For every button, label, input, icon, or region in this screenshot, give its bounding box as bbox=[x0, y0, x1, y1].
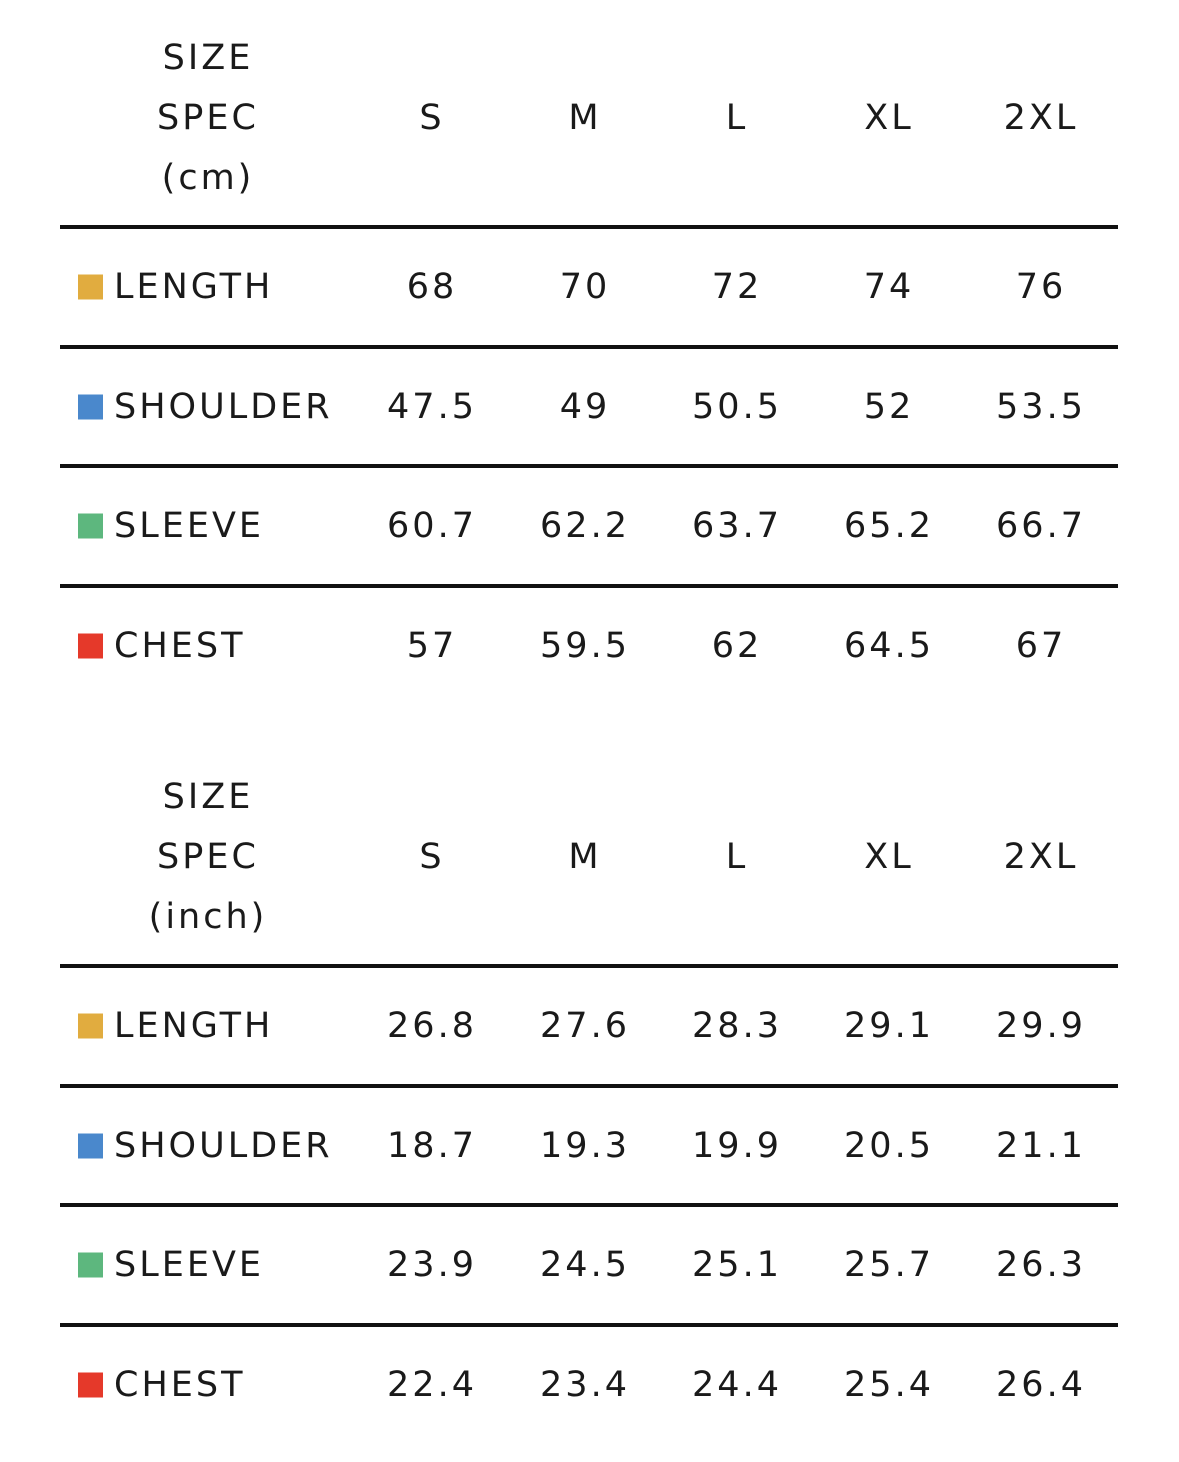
column-header: M bbox=[568, 98, 602, 138]
column-header: S bbox=[419, 837, 445, 877]
header-label: SPEC bbox=[157, 98, 259, 138]
color-swatch bbox=[78, 394, 103, 419]
header-label: SIZE bbox=[162, 777, 254, 817]
row-label: LENGTH bbox=[114, 1006, 274, 1046]
cell-value: 59.5 bbox=[540, 625, 630, 666]
row-label: SLEEVE bbox=[114, 506, 265, 546]
cell-value: 26.8 bbox=[387, 1006, 477, 1046]
cell-value: 72 bbox=[711, 267, 763, 307]
column-header: L bbox=[725, 98, 749, 138]
row-label: SHOULDER bbox=[114, 1125, 333, 1166]
cell-value: 52 bbox=[863, 386, 915, 427]
row-label: LENGTH bbox=[114, 267, 274, 307]
cell-value: 76 bbox=[1015, 267, 1067, 307]
row-divider bbox=[60, 964, 1118, 968]
cell-value: 65.2 bbox=[844, 506, 934, 546]
color-swatch bbox=[78, 633, 103, 658]
cell-value: 24.4 bbox=[692, 1364, 782, 1405]
cell-value: 29.9 bbox=[996, 1006, 1086, 1046]
cell-value: 23.4 bbox=[540, 1364, 630, 1405]
row-label: SHOULDER bbox=[114, 386, 333, 427]
column-header: XL bbox=[864, 837, 914, 877]
color-swatch bbox=[78, 513, 103, 539]
row-divider bbox=[60, 344, 1118, 349]
cell-value: 27.6 bbox=[540, 1006, 630, 1046]
cell-value: 70 bbox=[559, 267, 611, 307]
cell-value: 26.3 bbox=[996, 1245, 1086, 1285]
cell-value: 53.5 bbox=[996, 386, 1086, 427]
cell-value: 22.4 bbox=[387, 1364, 477, 1405]
row-label: CHEST bbox=[114, 1364, 246, 1405]
column-header: XL bbox=[864, 98, 914, 138]
header-label: SPEC bbox=[157, 837, 259, 877]
header-label: (inch) bbox=[148, 897, 268, 937]
cell-value: 29.1 bbox=[844, 1006, 934, 1046]
cell-value: 21.1 bbox=[996, 1125, 1086, 1166]
color-swatch bbox=[78, 1013, 103, 1039]
cell-value: 60.7 bbox=[387, 506, 477, 546]
cell-value: 66.7 bbox=[996, 506, 1086, 546]
color-swatch bbox=[78, 1252, 103, 1278]
row-divider bbox=[60, 583, 1118, 588]
cell-value: 63.7 bbox=[692, 506, 782, 546]
cell-value: 18.7 bbox=[387, 1125, 477, 1166]
header-label: SIZE bbox=[162, 38, 254, 78]
row-divider bbox=[60, 1083, 1118, 1088]
color-swatch bbox=[78, 274, 103, 300]
row-label: SLEEVE bbox=[114, 1245, 265, 1285]
cell-value: 19.9 bbox=[692, 1125, 782, 1166]
color-swatch bbox=[78, 1133, 103, 1158]
cell-value: 25.1 bbox=[692, 1245, 782, 1285]
cell-value: 47.5 bbox=[387, 386, 477, 427]
column-header: L bbox=[725, 837, 749, 877]
cell-value: 62 bbox=[711, 625, 763, 666]
header-label: (cm) bbox=[161, 158, 255, 198]
cell-value: 57 bbox=[406, 625, 458, 666]
column-header: 2XL bbox=[1003, 837, 1079, 877]
cell-value: 23.9 bbox=[387, 1245, 477, 1285]
cell-value: 28.3 bbox=[692, 1006, 782, 1046]
cell-value: 24.5 bbox=[540, 1245, 630, 1285]
cell-value: 19.3 bbox=[540, 1125, 630, 1166]
row-divider bbox=[60, 225, 1118, 229]
cell-value: 50.5 bbox=[692, 386, 782, 427]
cell-value: 26.4 bbox=[996, 1364, 1086, 1405]
cell-value: 74 bbox=[863, 267, 915, 307]
column-header: 2XL bbox=[1003, 98, 1079, 138]
row-divider bbox=[60, 1322, 1118, 1327]
cell-value: 62.2 bbox=[540, 506, 630, 546]
cell-value: 64.5 bbox=[844, 625, 934, 666]
cell-value: 49 bbox=[559, 386, 611, 427]
column-header: M bbox=[568, 837, 602, 877]
color-swatch bbox=[78, 1372, 103, 1397]
column-header: S bbox=[419, 98, 445, 138]
cell-value: 68 bbox=[406, 267, 458, 307]
row-label: CHEST bbox=[114, 625, 246, 666]
cell-value: 20.5 bbox=[844, 1125, 934, 1166]
cell-value: 25.7 bbox=[844, 1245, 934, 1285]
cell-value: 67 bbox=[1015, 625, 1067, 666]
row-divider bbox=[60, 1203, 1118, 1207]
row-divider bbox=[60, 464, 1118, 468]
cell-value: 25.4 bbox=[844, 1364, 934, 1405]
